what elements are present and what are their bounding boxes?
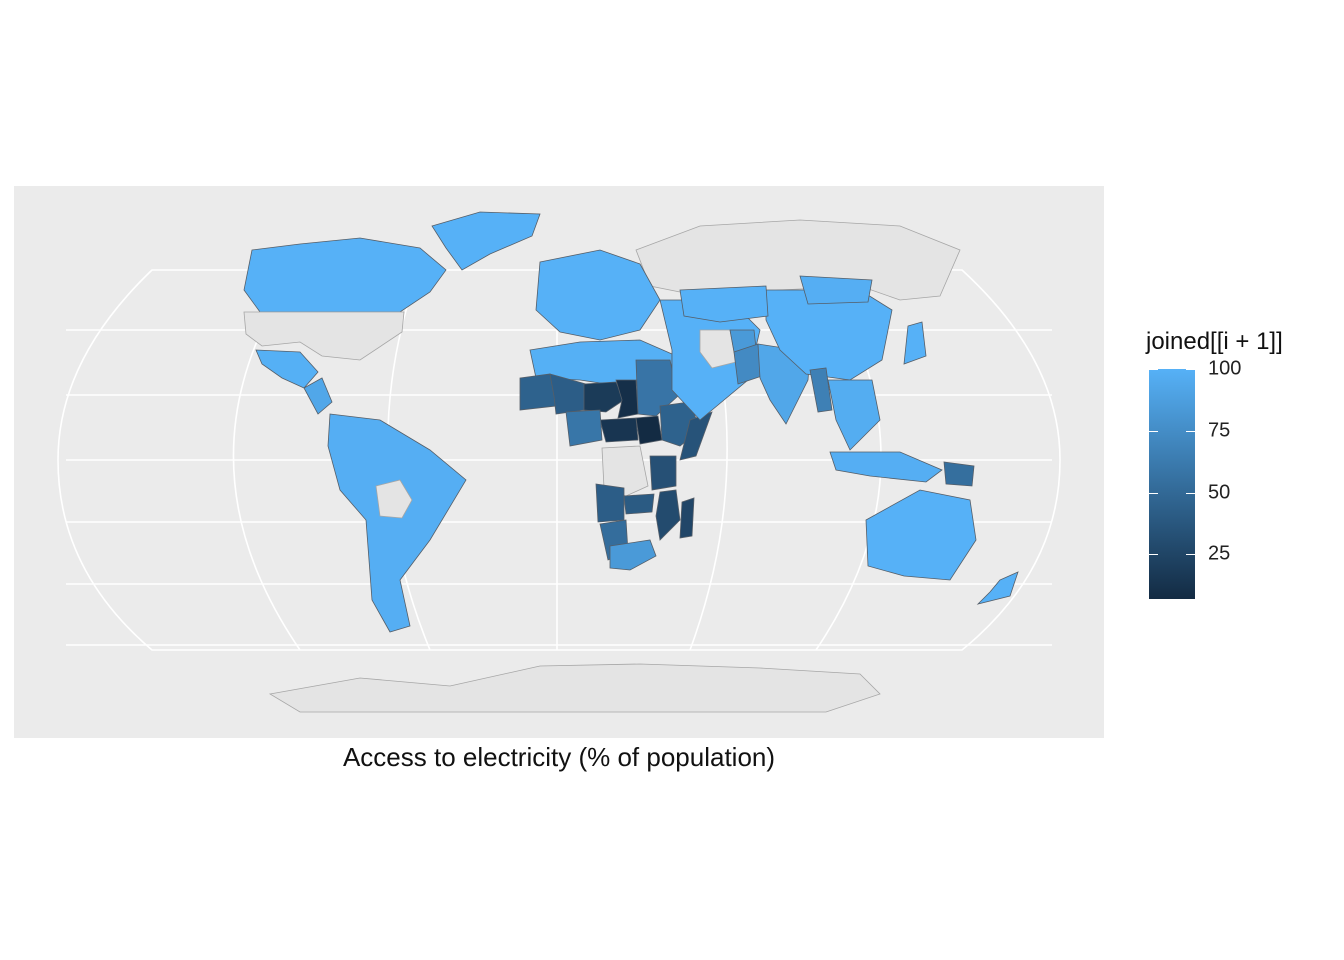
globe-outline (57, 269, 1061, 651)
legend-title: joined[[i + 1]] (1146, 328, 1283, 355)
legend-colorbar (1149, 369, 1195, 599)
region-madagascar (679, 497, 695, 539)
region-russia (635, 219, 961, 301)
legend-tick-mark (1149, 492, 1158, 494)
legend-tick-label: 25 (1208, 542, 1231, 565)
region-central-america (303, 377, 333, 415)
region-myanmar (809, 367, 833, 413)
region-tanzania (649, 455, 677, 491)
legend-tick-label: 100 (1208, 357, 1242, 380)
region-united-states (243, 311, 405, 361)
legend-tick-mark (1149, 554, 1158, 556)
region-antarctica (268, 663, 881, 713)
region-south-sudan (635, 415, 663, 445)
region-southeast-asia (827, 379, 881, 451)
legend-tick-mark (1186, 369, 1195, 370)
legend-tick-mark (1186, 554, 1195, 556)
countries (243, 211, 1019, 713)
region-indonesia (829, 451, 943, 483)
region-mongolia (799, 275, 873, 305)
legend-tick-label: 75 (1208, 419, 1231, 442)
legend-tick-label: 50 (1208, 481, 1231, 504)
legend-tick-mark (1149, 430, 1158, 432)
legend-tick-mark (1186, 430, 1195, 432)
region-iran (699, 329, 737, 369)
region-bolivia (375, 479, 413, 519)
region-angola (595, 483, 625, 523)
region-papua-new-guinea (943, 461, 975, 487)
region-canada (243, 237, 447, 313)
region-nigeria (565, 409, 603, 447)
legend-tick-mark (1186, 492, 1195, 494)
region-democratic-republic-of-the-congo (601, 445, 649, 497)
region-australia (865, 489, 977, 581)
region-south-africa (609, 539, 657, 571)
region-chad (615, 379, 639, 419)
region-south-america (327, 413, 467, 633)
region-new-zealand (976, 571, 1019, 605)
region-kazakhstan (679, 285, 769, 323)
region-niger (583, 381, 625, 413)
region-europe (535, 249, 661, 341)
region-mozambique (655, 489, 681, 541)
region-central-african-republic (599, 417, 639, 443)
region-zambia (623, 493, 655, 515)
region-greenland (431, 211, 541, 271)
legend-tick-mark (1149, 369, 1158, 370)
region-japan (903, 321, 927, 365)
map-caption: Access to electricity (% of population) (342, 742, 776, 772)
